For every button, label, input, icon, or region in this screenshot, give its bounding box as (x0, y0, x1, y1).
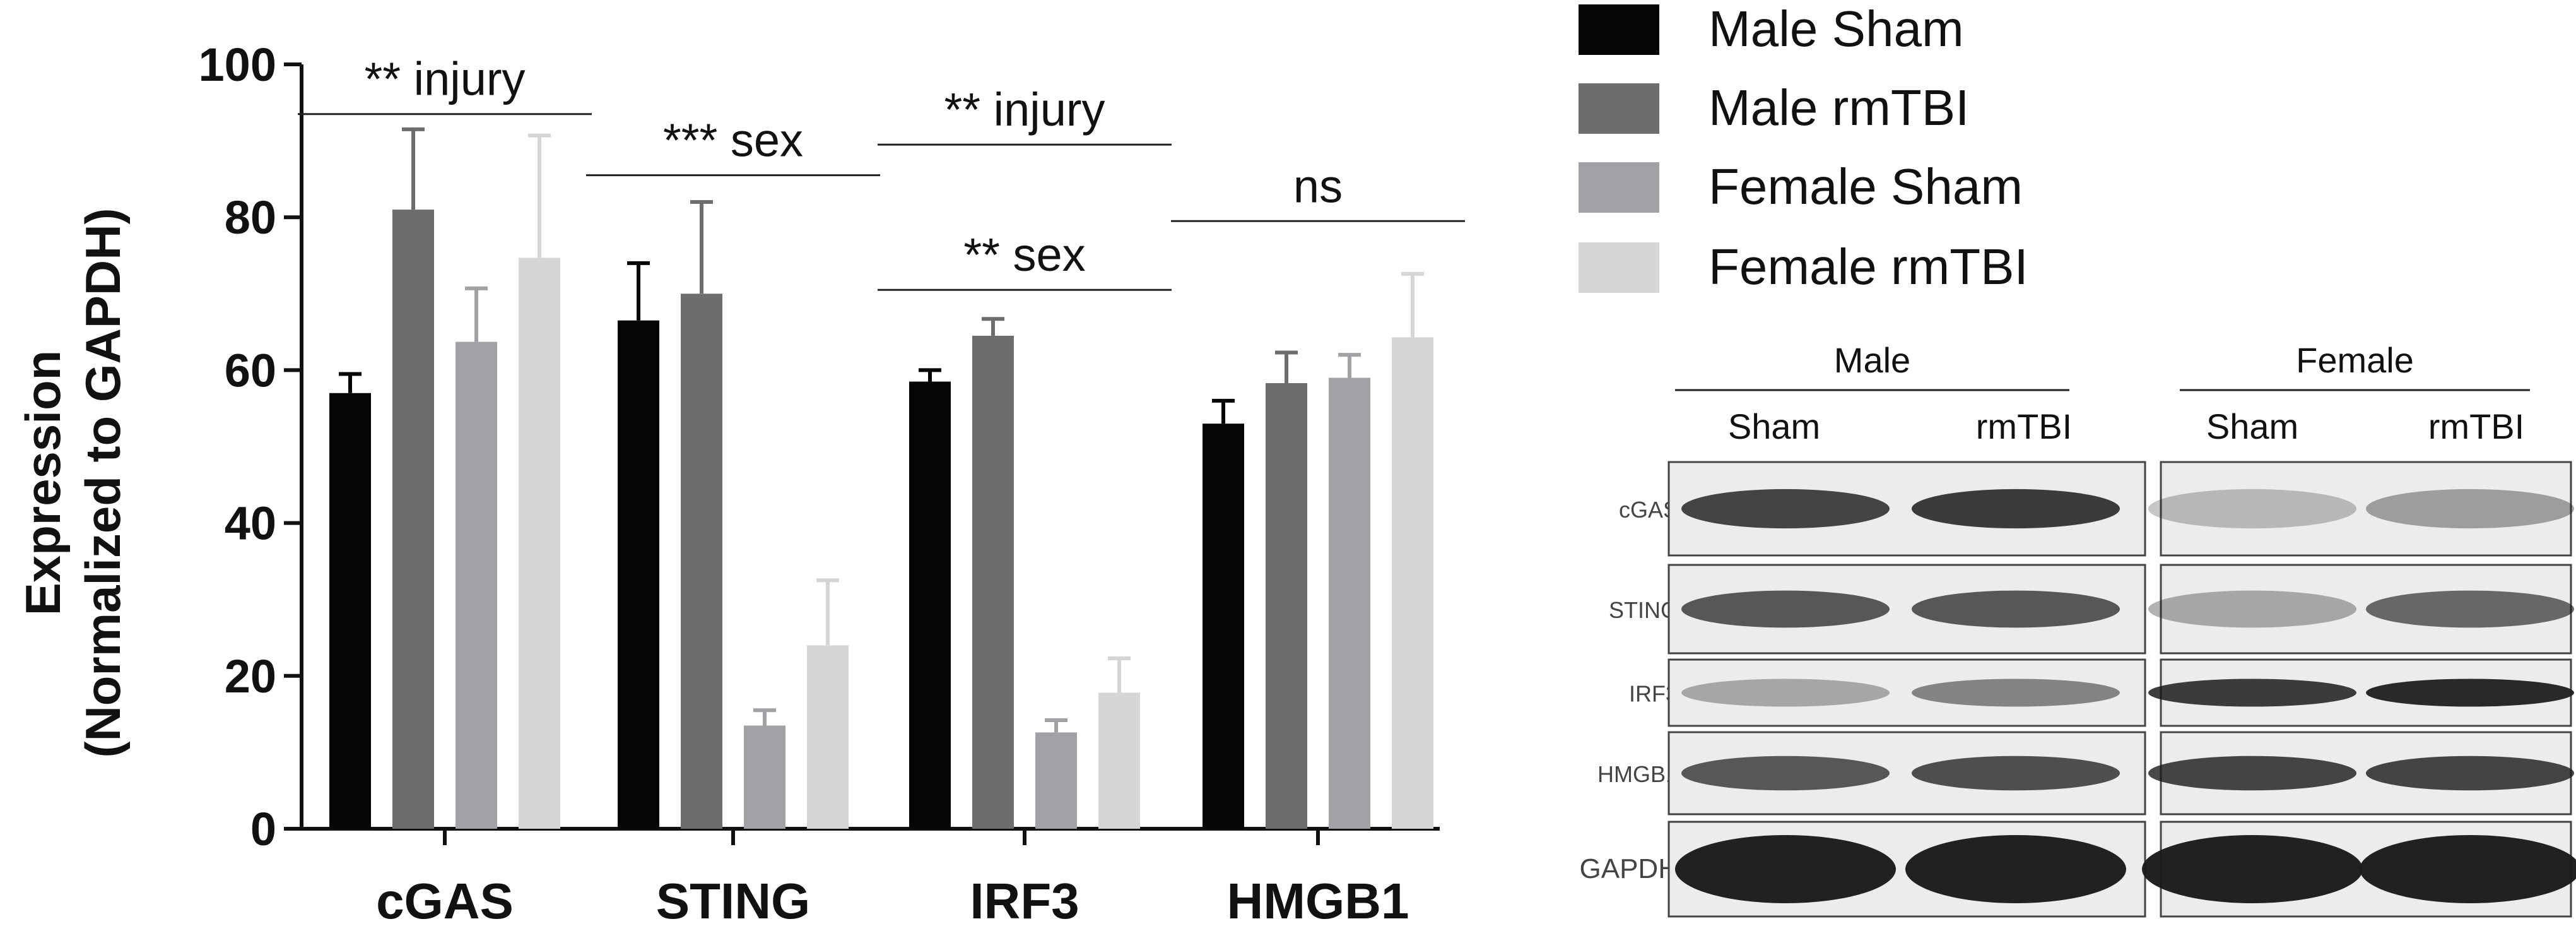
blot-lane-label: Sham (1728, 406, 1820, 446)
blot-band (1675, 835, 1896, 903)
x-tick-label: STING (656, 873, 810, 929)
bar (972, 335, 1014, 829)
legend-label: Male rmTBI (1709, 80, 1969, 136)
bar (1098, 692, 1140, 829)
blot-band (1912, 679, 2120, 707)
blot-band (1681, 679, 1890, 707)
blot-protein-label: STING (1609, 597, 1678, 623)
legend-label: Male Sham (1709, 1, 1964, 57)
bar (519, 258, 560, 829)
bar (618, 320, 659, 829)
blot-group-label: Male (1834, 340, 1910, 380)
bar (909, 381, 951, 829)
legend-swatch (1579, 83, 1659, 134)
blot-strip (2160, 461, 2572, 557)
x-axis: cGAS STING IRF3 HMGB1 (302, 827, 1440, 929)
legend-label: Female Sham (1709, 158, 2023, 215)
bar (807, 645, 849, 829)
blot-band (2366, 489, 2574, 529)
significance-label: ** sex (963, 228, 1085, 281)
blot-band (1905, 835, 2126, 903)
legend-swatch (1579, 4, 1659, 55)
blot-lane-label: rmTBI (1976, 406, 2072, 446)
y-tick-label: 60 (225, 344, 276, 396)
bar (1035, 732, 1077, 829)
blot-band (2366, 590, 2574, 628)
significance-label: ** injury (365, 53, 526, 105)
bar (1329, 377, 1370, 829)
x-tick-label: IRF3 (970, 873, 1079, 929)
legend-item: Female Sham (1579, 158, 2023, 215)
blot-band (1912, 756, 2120, 791)
blot-band (2366, 756, 2574, 791)
bar (1203, 424, 1244, 829)
blot-band (2148, 756, 2356, 791)
blot-protein-label: GAPDH (1580, 853, 1678, 884)
blot-group-label: Female (2296, 340, 2414, 380)
bar (392, 210, 434, 829)
bar (456, 341, 497, 829)
bar (1392, 337, 1433, 829)
significance-label: ns (1293, 160, 1343, 212)
blot-band (2148, 679, 2356, 707)
bar (329, 393, 371, 829)
legend-item: Male Sham (1579, 1, 1964, 57)
significance-label: ** injury (944, 83, 1105, 136)
blot-band (1681, 590, 1890, 628)
legend-swatch (1579, 162, 1659, 213)
bar (1266, 382, 1307, 829)
bar-series-male-sham (329, 261, 1244, 829)
y-tick-label: 0 (250, 803, 276, 855)
blot-band (2366, 679, 2574, 707)
y-tick-label: 20 (225, 650, 276, 703)
y-tick-label: 80 (225, 191, 276, 244)
significance-annotations: ** injury *** sex ** injury ** sex ns (298, 53, 1465, 291)
legend-label: Female rmTBI (1709, 239, 2028, 295)
y-axis-title-line1: Expression (15, 350, 71, 616)
bar-series-female-rmtbi (519, 133, 1433, 829)
blot-band (2360, 835, 2576, 903)
blot-band (1912, 590, 2120, 628)
y-tick-label: 40 (225, 497, 276, 550)
chart-legend: Male Sham Male rmTBI Female Sham Female rmT… (1579, 1, 2028, 295)
legend-item: Male rmTBI (1579, 80, 1969, 136)
bar-series-male-rmtbi (392, 127, 1307, 829)
bar-series-group (329, 127, 1433, 829)
significance-label: *** sex (663, 114, 803, 167)
blot-lane-label: rmTBI (2428, 406, 2524, 446)
blot-band (1681, 489, 1890, 529)
blot-band (1681, 756, 1890, 791)
y-axis: 0 20 40 60 80 100 (199, 39, 303, 855)
x-tick-label: HMGB1 (1227, 873, 1409, 929)
blot-band (2148, 590, 2356, 628)
blot-protein-label: HMGB1 (1597, 761, 1678, 787)
blot-lane-label: Sham (2206, 406, 2298, 446)
blot-band (2148, 489, 2356, 529)
y-axis-title-line2: (Normalized to GAPDH) (75, 208, 131, 757)
bar-series-female-sham (456, 286, 1370, 829)
bar-chart: Expression (Normalized to GAPDH) 0 20 40 60… (15, 39, 1465, 929)
y-tick-label: 100 (199, 39, 276, 91)
x-tick-label: cGAS (376, 873, 514, 929)
blot-band (1912, 489, 2120, 529)
legend-swatch (1579, 242, 1659, 293)
legend-item: Female rmTBI (1579, 239, 2028, 295)
blot-band (2142, 835, 2363, 903)
bar (681, 294, 722, 829)
bar (744, 725, 785, 829)
